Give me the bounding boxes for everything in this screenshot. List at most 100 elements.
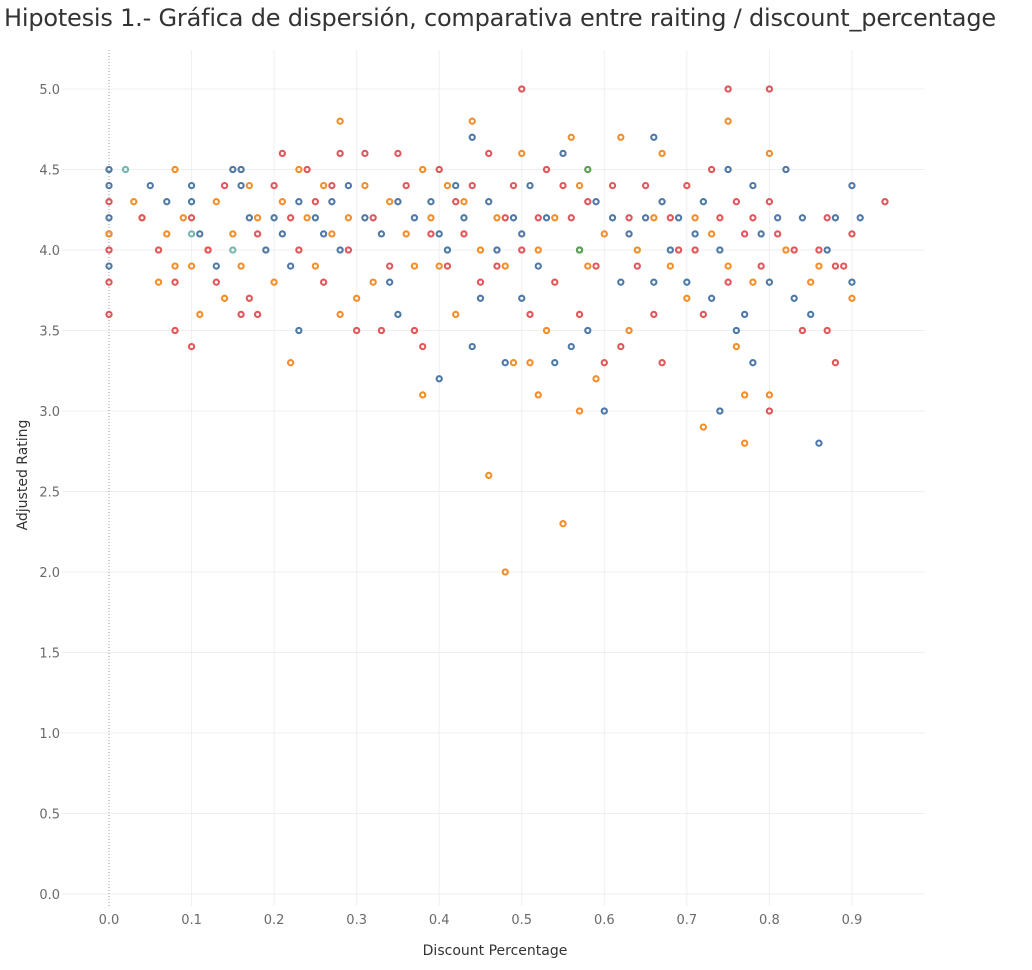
data-point-orange[interactable] — [179, 214, 187, 222]
data-point-red[interactable] — [212, 278, 220, 286]
data-point-blue[interactable] — [105, 262, 113, 270]
data-point-blue[interactable] — [716, 246, 724, 254]
data-point-orange[interactable] — [319, 181, 328, 190]
data-point-orange[interactable] — [295, 165, 303, 174]
data-point-orange[interactable] — [154, 278, 163, 286]
data-point-blue[interactable] — [600, 407, 608, 415]
data-point-orange[interactable] — [782, 246, 790, 254]
data-point-red[interactable] — [386, 262, 394, 270]
data-point-red[interactable] — [361, 149, 369, 158]
data-point-blue[interactable] — [328, 198, 336, 206]
data-point-orange[interactable] — [740, 439, 749, 447]
data-point-red[interactable] — [600, 359, 608, 367]
data-point-blue[interactable] — [798, 214, 807, 222]
data-point-orange[interactable] — [699, 423, 708, 431]
data-point-red[interactable] — [105, 310, 113, 319]
data-point-red[interactable] — [319, 278, 328, 286]
data-point-red[interactable] — [765, 198, 774, 206]
data-point-green[interactable] — [584, 165, 592, 174]
data-point-blue[interactable] — [435, 230, 443, 238]
data-point-red[interactable] — [105, 278, 113, 286]
data-point-blue[interactable] — [856, 214, 864, 222]
data-point-blue[interactable] — [848, 278, 856, 286]
data-point-orange[interactable] — [848, 294, 856, 302]
data-point-blue[interactable] — [699, 198, 708, 206]
data-point-red[interactable] — [526, 310, 534, 319]
data-point-red[interactable] — [518, 85, 526, 93]
data-point-orange[interactable] — [443, 181, 452, 190]
data-point-red[interactable] — [848, 230, 856, 238]
data-point-blue[interactable] — [493, 246, 501, 254]
data-point-orange[interactable] — [724, 262, 732, 270]
data-point-teal[interactable] — [121, 165, 130, 174]
data-point-orange[interactable] — [633, 246, 641, 254]
data-point-blue[interactable] — [394, 310, 402, 319]
data-point-orange[interactable] — [575, 181, 584, 190]
data-point-red[interactable] — [823, 326, 831, 335]
data-point-blue[interactable] — [749, 359, 757, 367]
data-point-blue[interactable] — [377, 230, 386, 238]
data-point-teal[interactable] — [229, 246, 237, 254]
data-point-blue[interactable] — [732, 326, 741, 335]
data-point-red[interactable] — [295, 246, 303, 254]
data-point-orange[interactable] — [237, 262, 245, 270]
data-point-blue[interactable] — [608, 214, 617, 222]
data-point-orange[interactable] — [575, 407, 584, 415]
data-point-orange[interactable] — [476, 246, 485, 254]
data-point-red[interactable] — [699, 310, 708, 319]
data-point-red[interactable] — [691, 246, 699, 254]
data-point-red[interactable] — [187, 342, 196, 351]
data-point-blue[interactable] — [823, 246, 831, 254]
data-point-blue[interactable] — [427, 198, 435, 206]
data-point-orange[interactable] — [567, 133, 575, 141]
data-point-blue[interactable] — [707, 294, 716, 302]
data-point-blue[interactable] — [361, 214, 369, 222]
data-point-red[interactable] — [592, 262, 600, 270]
data-point-red[interactable] — [641, 181, 650, 190]
data-point-blue[interactable] — [641, 214, 650, 222]
data-point-red[interactable] — [658, 359, 666, 367]
data-point-blue[interactable] — [270, 214, 278, 222]
data-point-orange[interactable] — [765, 149, 774, 158]
data-point-orange[interactable] — [666, 262, 674, 270]
data-point-red[interactable] — [501, 214, 509, 222]
data-point-red[interactable] — [460, 230, 468, 238]
data-point-blue[interactable] — [295, 198, 303, 206]
data-point-orange[interactable] — [551, 214, 559, 222]
data-point-orange[interactable] — [344, 214, 353, 222]
data-point-blue[interactable] — [782, 165, 790, 174]
data-point-blue[interactable] — [592, 198, 600, 206]
data-point-red[interactable] — [633, 262, 641, 270]
data-point-red[interactable] — [831, 262, 840, 270]
data-point-orange[interactable] — [402, 230, 410, 238]
data-point-red[interactable] — [493, 262, 501, 270]
data-point-red[interactable] — [369, 214, 377, 222]
data-point-orange[interactable] — [130, 198, 138, 206]
data-point-red[interactable] — [608, 181, 617, 190]
data-point-blue[interactable] — [674, 214, 683, 222]
data-point-orange[interactable] — [212, 198, 220, 206]
data-point-red[interactable] — [253, 230, 262, 238]
data-point-orange[interactable] — [452, 310, 460, 319]
data-point-blue[interactable] — [146, 181, 154, 190]
data-point-blue[interactable] — [196, 230, 204, 238]
data-point-red[interactable] — [419, 342, 427, 351]
data-point-red[interactable] — [732, 198, 741, 206]
data-point-orange[interactable] — [336, 310, 344, 319]
data-point-orange[interactable] — [732, 342, 741, 351]
data-point-red[interactable] — [187, 214, 196, 222]
data-point-blue[interactable] — [534, 262, 542, 270]
data-point-blue[interactable] — [848, 181, 856, 190]
data-point-red[interactable] — [518, 246, 526, 254]
data-point-red[interactable] — [815, 246, 823, 254]
data-point-blue[interactable] — [278, 230, 287, 238]
data-point-blue[interactable] — [344, 181, 353, 190]
data-point-orange[interactable] — [386, 198, 394, 206]
data-point-orange[interactable] — [765, 391, 774, 399]
data-point-blue[interactable] — [187, 181, 196, 190]
data-point-orange[interactable] — [526, 359, 534, 367]
data-point-orange[interactable] — [501, 262, 509, 270]
data-point-orange[interactable] — [559, 520, 567, 528]
data-point-blue[interactable] — [286, 262, 295, 270]
data-point-red[interactable] — [740, 230, 749, 238]
